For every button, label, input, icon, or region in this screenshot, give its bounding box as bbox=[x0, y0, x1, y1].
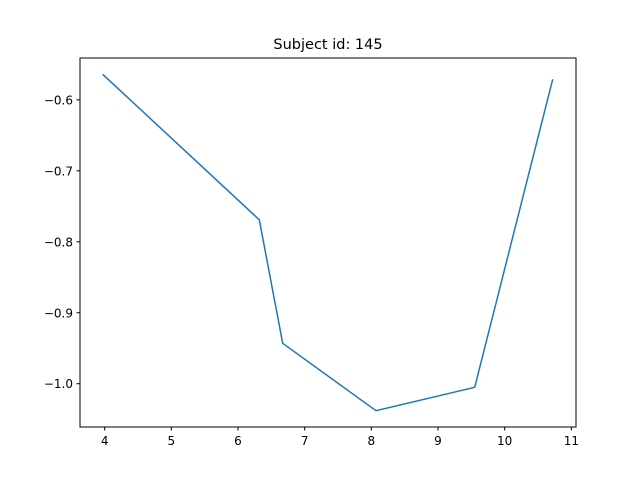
x-tick-label: 4 bbox=[101, 434, 109, 448]
x-tick-label: 6 bbox=[234, 434, 242, 448]
y-tick-label: −0.6 bbox=[44, 93, 73, 107]
x-tick-label: 5 bbox=[168, 434, 176, 448]
chart-title: Subject id: 145 bbox=[273, 37, 382, 53]
series-line bbox=[102, 73, 554, 412]
y-tick-label: −0.9 bbox=[44, 306, 73, 320]
x-tick-label: 10 bbox=[497, 434, 512, 448]
y-tick-label: −0.7 bbox=[44, 164, 73, 178]
y-axis: −0.6 −0.7 −0.8 −0.9 −1.0 bbox=[44, 93, 80, 391]
series-layer bbox=[102, 73, 554, 412]
y-tick-label: −0.8 bbox=[44, 235, 73, 249]
x-tick-label: 9 bbox=[434, 434, 442, 448]
plot-area-frame bbox=[79, 57, 577, 428]
x-axis: 4 5 6 7 8 9 10 11 bbox=[101, 427, 579, 448]
x-tick-label: 11 bbox=[564, 434, 579, 448]
x-tick-label: 7 bbox=[301, 434, 309, 448]
y-tick-label: −1.0 bbox=[44, 377, 73, 391]
x-tick-label: 8 bbox=[368, 434, 376, 448]
